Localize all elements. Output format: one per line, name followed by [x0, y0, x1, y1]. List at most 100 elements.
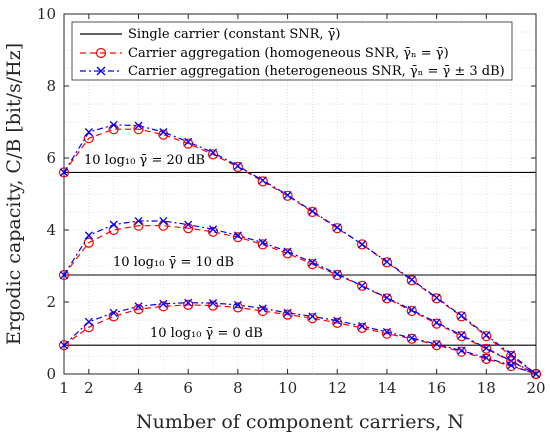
x-tick-label: 1	[59, 379, 69, 397]
series-line-homogeneous	[63, 128, 537, 375]
data-point-homogeneous	[506, 360, 517, 372]
data-point-heterogeneous	[382, 293, 392, 302]
data-point-homogeneous	[332, 223, 343, 234]
data-point-homogeneous	[456, 331, 467, 342]
data-point-heterogeneous	[482, 344, 491, 353]
data-point-heterogeneous	[59, 270, 69, 280]
data-point-homogeneous	[58, 269, 70, 281]
data-point-heterogeneous	[208, 225, 218, 234]
data-point-heterogeneous	[482, 331, 491, 340]
data-point-homogeneous	[431, 318, 442, 329]
legend-item-heterogeneous: Carrier aggregation (heterogeneous SNR, …	[80, 64, 505, 79]
data-point-heterogeneous	[382, 327, 392, 336]
data-point-heterogeneous	[184, 298, 193, 307]
data-point-heterogeneous	[382, 257, 392, 266]
data-point-homogeneous	[282, 190, 293, 201]
y-tick-label: 10	[37, 5, 56, 23]
data-point-heterogeneous	[184, 220, 193, 229]
data-point-heterogeneous	[358, 322, 367, 331]
y-tick-label: 8	[46, 77, 56, 95]
snr-annotations: 10 log₁₀ γ̄ = 20 dB 10 log₁₀ γ̄ = 10 dB …	[84, 153, 263, 341]
data-point-heterogeneous	[109, 120, 118, 129]
series-line-heterogeneous	[63, 302, 537, 375]
data-point-homogeneous	[357, 239, 368, 250]
data-point-homogeneous	[207, 300, 219, 311]
data-point-homogeneous	[58, 340, 70, 351]
data-point-heterogeneous	[109, 220, 118, 229]
data-point-heterogeneous	[283, 191, 292, 200]
y-tick-label: 4	[46, 221, 56, 239]
data-point-homogeneous	[406, 275, 417, 286]
data-point-homogeneous	[481, 343, 492, 354]
data-point-homogeneous	[381, 257, 393, 268]
data-point-heterogeneous	[407, 305, 416, 314]
series-heterogeneous-20db	[59, 120, 541, 379]
data-point-heterogeneous	[84, 317, 93, 326]
legend-label-single: Single carrier (constant SNR, γ̄)	[128, 27, 341, 42]
data-point-homogeneous	[307, 313, 318, 324]
data-point-homogeneous	[456, 346, 467, 357]
annotation-20db: 10 log₁₀ γ̄ = 20 dB	[84, 153, 205, 168]
data-point-homogeneous	[83, 133, 94, 144]
data-point-homogeneous	[158, 301, 169, 312]
data-point-heterogeneous	[283, 247, 292, 256]
data-point-heterogeneous	[233, 231, 242, 240]
y-tick-label: 0	[46, 365, 56, 383]
plot-area	[63, 13, 537, 375]
data-point-homogeneous	[282, 309, 293, 320]
data-point-heterogeneous	[134, 216, 143, 226]
legend-marker-homogeneous	[95, 47, 107, 59]
data-point-heterogeneous	[283, 308, 292, 317]
x-tick-label: 12	[328, 379, 347, 397]
data-point-homogeneous	[232, 161, 243, 173]
y-tick-label: 2	[46, 293, 56, 311]
legend-item-homogeneous: Carrier aggregation (homogeneous SNR, γ̄…	[80, 46, 449, 61]
data-point-heterogeneous	[308, 258, 317, 267]
data-point-heterogeneous	[159, 299, 168, 308]
data-point-heterogeneous	[457, 346, 466, 355]
data-point-heterogeneous	[258, 304, 267, 313]
data-point-homogeneous	[232, 232, 243, 243]
data-point-heterogeneous	[159, 128, 168, 137]
data-point-homogeneous	[381, 328, 393, 339]
data-point-homogeneous	[257, 305, 268, 317]
series-line-heterogeneous	[63, 124, 537, 375]
data-point-heterogeneous	[84, 231, 93, 240]
annotation-10db: 10 log₁₀ γ̄ = 10 dB	[113, 255, 234, 270]
data-point-homogeneous	[307, 206, 318, 218]
data-point-heterogeneous	[457, 311, 466, 320]
data-point-heterogeneous	[358, 281, 367, 290]
data-point-homogeneous	[381, 293, 393, 304]
data-point-heterogeneous	[308, 207, 317, 216]
data-point-heterogeneous	[482, 353, 491, 362]
data-point-homogeneous	[332, 269, 343, 281]
x-tick-label: 6	[183, 379, 193, 397]
legend-marker-heterogeneous	[96, 66, 106, 76]
data-point-homogeneous	[257, 176, 268, 187]
data-point-heterogeneous	[184, 137, 193, 146]
data-point-heterogeneous	[233, 161, 242, 170]
legend-label-heterogeneous: Carrier aggregation (heterogeneous SNR, …	[128, 64, 505, 79]
data-point-heterogeneous	[407, 275, 416, 284]
x-tick-label: 18	[477, 379, 496, 397]
x-tick-label: 20	[526, 379, 545, 397]
legend: Single carrier (constant SNR, γ̄) Carrie…	[71, 21, 513, 81]
data-point-heterogeneous	[358, 240, 367, 249]
data-point-heterogeneous	[333, 316, 342, 325]
data-point-heterogeneous	[407, 333, 416, 343]
data-point-heterogeneous	[308, 312, 317, 321]
data-point-heterogeneous	[59, 341, 69, 350]
x-tick-label: 10	[278, 379, 297, 397]
series-layer	[58, 120, 542, 380]
series-homogeneous-20db	[58, 124, 542, 380]
data-point-homogeneous	[232, 302, 243, 313]
legend-item-single: Single carrier (constant SNR, γ̄)	[80, 27, 341, 42]
data-point-homogeneous	[431, 293, 442, 304]
data-point-homogeneous	[158, 129, 169, 140]
data-point-homogeneous	[332, 317, 343, 328]
data-point-heterogeneous	[432, 340, 441, 349]
data-point-heterogeneous	[109, 308, 118, 317]
data-point-heterogeneous	[134, 121, 143, 130]
data-point-heterogeneous	[333, 269, 342, 278]
